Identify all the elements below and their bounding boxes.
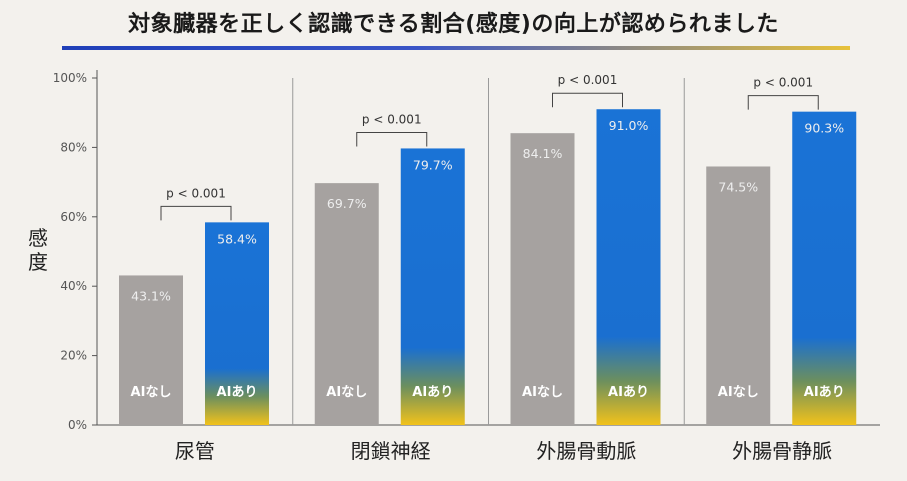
data-label: 43.1% [131, 288, 171, 303]
data-label: 79.7% [413, 157, 453, 172]
series-label-ai: AIあり [804, 385, 845, 400]
series-label-ai: AIあり [412, 385, 453, 400]
series-label-no-ai: AIなし [522, 385, 563, 400]
y-tick-label: 40% [60, 279, 87, 293]
data-label: 74.5% [718, 179, 758, 194]
significance-bracket [747, 95, 819, 110]
series-label-no-ai: AIなし [718, 385, 759, 400]
bar-no-ai [510, 133, 575, 425]
significance-label: p < 0.001 [166, 186, 226, 200]
data-label: 69.7% [327, 196, 367, 211]
y-tick-label: 0% [68, 418, 87, 432]
bar-with-ai [205, 222, 269, 425]
title-underline [62, 46, 850, 50]
data-label: 91.0% [609, 118, 649, 133]
series-label-no-ai: AIなし [131, 385, 172, 400]
category-label: 外腸骨動脈 [536, 439, 636, 463]
y-tick-label: 60% [60, 210, 87, 224]
bar-no-ai [119, 275, 183, 425]
data-label: 84.1% [523, 146, 563, 161]
y-axis-label: 度 [28, 250, 48, 274]
y-tick-label: 100% [53, 71, 87, 85]
category-label: 外腸骨静脈 [732, 439, 832, 463]
y-axis-label: 感 [28, 226, 48, 250]
data-label: 58.4% [217, 231, 257, 246]
bar-with-ai [792, 111, 857, 425]
series-label-ai: AIあり [217, 385, 258, 400]
significance-label: p < 0.001 [558, 73, 618, 87]
series-label-ai: AIあり [608, 385, 649, 400]
bar-with-ai [596, 109, 661, 425]
bar-no-ai [706, 166, 771, 426]
significance-bracket [160, 205, 232, 221]
significance-label: p < 0.001 [753, 76, 813, 90]
series-label-no-ai: AIなし [326, 385, 367, 400]
significance-bracket [356, 131, 428, 147]
y-tick-label: 20% [60, 349, 87, 363]
data-label: 90.3% [804, 121, 844, 136]
bar-with-ai [400, 148, 465, 426]
category-label: 尿管 [175, 439, 215, 463]
category-label: 閉鎖神経 [351, 439, 431, 463]
significance-label: p < 0.001 [362, 112, 422, 126]
chart-title: 対象臓器を正しく認識できる割合(感度)の向上が認められました [128, 12, 779, 37]
bar-no-ai [314, 183, 379, 425]
y-tick-label: 80% [60, 140, 87, 154]
significance-bracket [552, 92, 623, 108]
